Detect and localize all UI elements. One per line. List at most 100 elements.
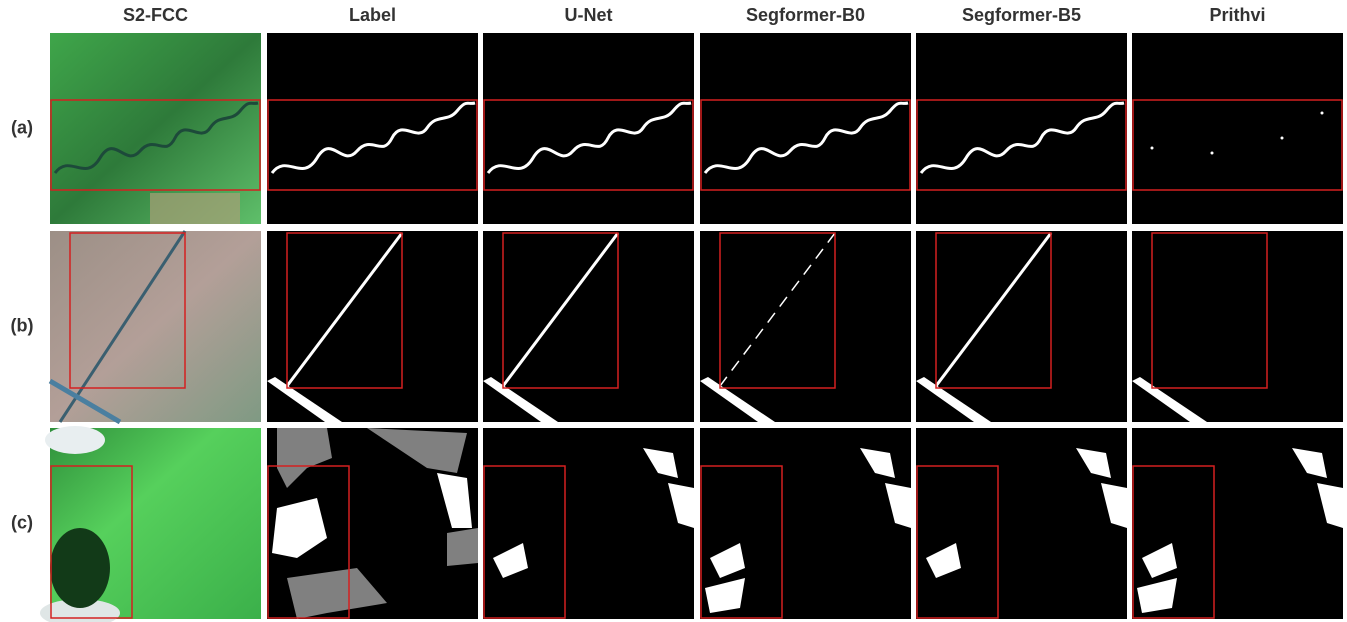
water-mask	[705, 578, 745, 613]
panel	[50, 33, 261, 224]
panel	[267, 428, 478, 619]
water-mask	[483, 377, 558, 422]
water-mask	[267, 377, 342, 422]
label-gray	[447, 528, 478, 566]
column-header: S2-FCC	[123, 5, 188, 25]
highlight-box	[267, 99, 478, 191]
label-gray	[287, 568, 387, 619]
label-gray	[277, 428, 332, 488]
panel	[48, 230, 261, 425]
highlight-box	[916, 465, 999, 619]
mask	[700, 33, 911, 224]
panel	[1132, 428, 1343, 619]
water-mask	[1317, 483, 1343, 528]
panel	[267, 33, 478, 224]
mask	[267, 33, 478, 224]
label-white	[437, 473, 472, 528]
row-label: (b)	[11, 315, 34, 335]
water-mask	[719, 232, 836, 387]
highlight-box	[50, 99, 261, 191]
highlight-box	[1151, 232, 1268, 389]
highlight-box	[483, 465, 566, 619]
water-mask	[703, 101, 909, 174]
field	[150, 193, 240, 224]
water-mask	[916, 377, 991, 422]
cloud	[40, 599, 120, 622]
satellite-image	[50, 33, 261, 224]
panel	[1132, 231, 1343, 422]
panel	[700, 33, 911, 224]
water-mask	[1292, 448, 1327, 478]
water-mask	[668, 483, 694, 528]
highlight-box	[267, 465, 350, 619]
row-label: (a)	[11, 117, 33, 137]
column-header: U-Net	[565, 5, 613, 25]
highlight-box	[1132, 99, 1343, 191]
highlight-box	[1132, 465, 1215, 619]
water-mask	[1210, 151, 1214, 155]
panel	[700, 428, 911, 619]
canal	[58, 230, 187, 423]
water-mask	[501, 232, 620, 387]
water-mask	[1320, 111, 1324, 115]
highlight-box	[700, 465, 783, 619]
water-mask	[700, 377, 775, 422]
mask	[267, 231, 478, 422]
highlight-box	[700, 99, 911, 191]
highlight-box	[719, 232, 836, 389]
water-mask	[919, 101, 1125, 174]
water-mask	[643, 448, 678, 478]
row-label: (c)	[11, 512, 33, 532]
mask	[916, 33, 1127, 224]
water-mask	[885, 483, 911, 528]
water-mask	[493, 543, 528, 578]
panel	[916, 33, 1127, 224]
water-mask	[860, 448, 895, 478]
panel	[40, 426, 261, 622]
water-mask	[1150, 146, 1154, 150]
column-header: Label	[349, 5, 396, 25]
panel	[700, 231, 911, 422]
mask	[483, 231, 694, 422]
panel	[267, 231, 478, 422]
label-white	[272, 498, 327, 558]
highlight-box	[286, 232, 403, 389]
river	[53, 101, 259, 174]
water-mask	[710, 543, 745, 578]
mask	[1132, 33, 1343, 224]
column-header: Prithvi	[1209, 5, 1265, 25]
panel	[483, 33, 694, 224]
water-mask	[486, 101, 692, 174]
panel	[1132, 33, 1343, 224]
road	[48, 378, 122, 425]
water-mask	[270, 101, 476, 174]
water-mask	[1137, 578, 1177, 613]
column-header: Segformer-B0	[746, 5, 865, 25]
water-mask	[1142, 543, 1177, 578]
highlight-box	[69, 232, 186, 389]
column-header: Segformer-B5	[962, 5, 1081, 25]
highlight-box	[50, 465, 133, 619]
highlight-box	[483, 99, 694, 191]
mask	[700, 231, 911, 422]
water-mask	[1101, 483, 1127, 528]
panel	[483, 428, 694, 619]
shadow	[50, 528, 110, 608]
mask	[483, 33, 694, 224]
highlight-box	[935, 232, 1052, 389]
water-mask	[1280, 136, 1284, 140]
water-mask	[1076, 448, 1111, 478]
panel	[916, 231, 1127, 422]
water-mask	[1132, 377, 1207, 422]
mask	[1132, 231, 1343, 422]
cloud	[45, 426, 105, 454]
label-gray	[367, 428, 467, 473]
highlight-box	[502, 232, 619, 389]
mask	[916, 231, 1127, 422]
water-mask	[934, 232, 1053, 387]
satellite-image	[50, 231, 261, 422]
water-mask	[926, 543, 961, 578]
panel	[916, 428, 1127, 619]
water-mask	[285, 232, 404, 387]
